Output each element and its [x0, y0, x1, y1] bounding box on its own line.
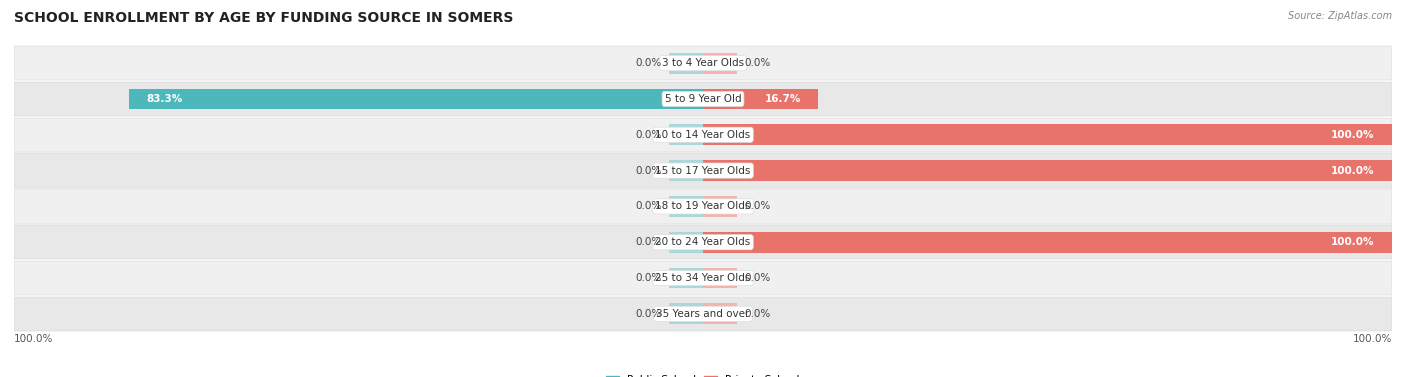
- Text: 0.0%: 0.0%: [636, 201, 662, 211]
- Text: 83.3%: 83.3%: [146, 94, 183, 104]
- Text: 0.0%: 0.0%: [744, 309, 770, 319]
- Bar: [14, 118, 1392, 152]
- Text: 0.0%: 0.0%: [636, 130, 662, 140]
- Bar: [703, 160, 1392, 181]
- Bar: [669, 232, 703, 253]
- Text: 100.0%: 100.0%: [14, 334, 53, 343]
- Text: Source: ZipAtlas.com: Source: ZipAtlas.com: [1288, 11, 1392, 21]
- Bar: [14, 82, 1392, 116]
- Text: 15 to 17 Year Olds: 15 to 17 Year Olds: [655, 166, 751, 176]
- Bar: [14, 297, 1392, 331]
- Bar: [669, 303, 703, 324]
- Text: 20 to 24 Year Olds: 20 to 24 Year Olds: [655, 237, 751, 247]
- Bar: [703, 53, 738, 74]
- Text: SCHOOL ENROLLMENT BY AGE BY FUNDING SOURCE IN SOMERS: SCHOOL ENROLLMENT BY AGE BY FUNDING SOUR…: [14, 11, 513, 25]
- Legend: Public School, Private School: Public School, Private School: [602, 371, 804, 377]
- Bar: [703, 232, 1392, 253]
- Bar: [703, 303, 738, 324]
- Text: 5 to 9 Year Old: 5 to 9 Year Old: [665, 94, 741, 104]
- Text: 3 to 4 Year Olds: 3 to 4 Year Olds: [662, 58, 744, 68]
- Bar: [703, 268, 738, 288]
- Bar: [703, 89, 818, 109]
- Text: 100.0%: 100.0%: [1353, 334, 1392, 343]
- Bar: [703, 124, 1392, 145]
- Text: 16.7%: 16.7%: [765, 94, 801, 104]
- Text: 0.0%: 0.0%: [636, 237, 662, 247]
- Bar: [703, 196, 738, 217]
- Text: 0.0%: 0.0%: [744, 58, 770, 68]
- Bar: [669, 53, 703, 74]
- Bar: [669, 124, 703, 145]
- Text: 0.0%: 0.0%: [636, 166, 662, 176]
- Text: 10 to 14 Year Olds: 10 to 14 Year Olds: [655, 130, 751, 140]
- Text: 0.0%: 0.0%: [744, 273, 770, 283]
- Text: 100.0%: 100.0%: [1331, 237, 1375, 247]
- Bar: [14, 189, 1392, 224]
- Bar: [14, 153, 1392, 188]
- Text: 0.0%: 0.0%: [636, 273, 662, 283]
- Text: 35 Years and over: 35 Years and over: [657, 309, 749, 319]
- Bar: [129, 89, 703, 109]
- Bar: [669, 196, 703, 217]
- Bar: [669, 268, 703, 288]
- Text: 0.0%: 0.0%: [744, 201, 770, 211]
- Text: 0.0%: 0.0%: [636, 58, 662, 68]
- Text: 100.0%: 100.0%: [1331, 166, 1375, 176]
- Bar: [14, 261, 1392, 295]
- Text: 0.0%: 0.0%: [636, 309, 662, 319]
- Text: 100.0%: 100.0%: [1331, 130, 1375, 140]
- Bar: [14, 225, 1392, 259]
- Text: 18 to 19 Year Olds: 18 to 19 Year Olds: [655, 201, 751, 211]
- Bar: [14, 46, 1392, 80]
- Bar: [669, 160, 703, 181]
- Text: 25 to 34 Year Olds: 25 to 34 Year Olds: [655, 273, 751, 283]
